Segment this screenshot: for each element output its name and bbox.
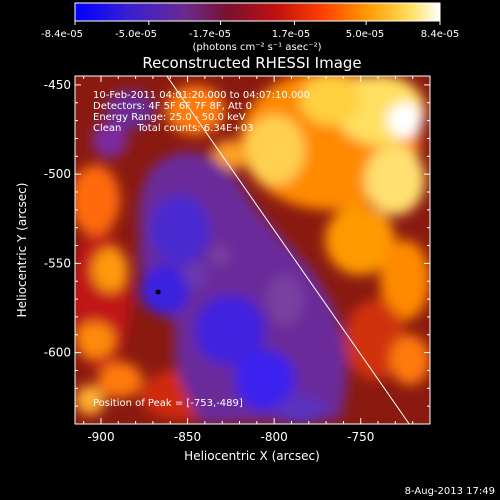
x-tick-labels: -900 -850 -800 -750 bbox=[87, 430, 374, 444]
colorbar-tick-label: 5.0e-05 bbox=[346, 29, 384, 40]
solar-limb-line bbox=[166, 76, 410, 424]
plot-frame bbox=[74, 75, 431, 425]
colorbar-gradient bbox=[74, 2, 441, 22]
info-line-detectors: Detectors: 4F 5F 6F 7F 8F, Att 0 bbox=[93, 101, 252, 112]
colorbar-ticks bbox=[74, 21, 441, 25]
y-axis-label: Heliocentric Y (arcsec) bbox=[15, 183, 29, 318]
peak-position-label: Position of Peak = [-753,-489] bbox=[93, 398, 243, 409]
y-tick-label: -550 bbox=[44, 256, 71, 270]
colorbar-units: (photons cm⁻² s⁻¹ asec⁻²) bbox=[192, 42, 321, 53]
footer-date: 8-Aug-2013 17:49 bbox=[405, 486, 495, 497]
colorbar-tick-label: 1.7e-05 bbox=[272, 29, 310, 40]
x-axis-label: Heliocentric X (arcsec) bbox=[184, 449, 320, 463]
x-tick-label: -850 bbox=[174, 430, 201, 444]
colorbar-tick-label: -5.0e-05 bbox=[115, 29, 157, 40]
colorbar-tick-label: 8.4e-05 bbox=[421, 29, 459, 40]
colorbar-tick-label: -1.7e-05 bbox=[189, 29, 231, 40]
y-tick-label: -450 bbox=[44, 78, 71, 92]
x-tick-label: -750 bbox=[347, 430, 374, 444]
info-line-time: 10-Feb-2011 04:01:20.000 to 04:07:10.000 bbox=[93, 90, 310, 101]
x-tick-label: -800 bbox=[261, 430, 288, 444]
y-tick-label: -600 bbox=[44, 346, 71, 360]
info-line-energy: Energy Range: 25.0 - 50.0 keV bbox=[93, 112, 246, 123]
axis-ticks bbox=[75, 76, 431, 425]
y-tick-labels: -450 -500 -550 -600 bbox=[44, 78, 71, 360]
image-map bbox=[75, 76, 430, 424]
colorbar: -8.4e-05 -5.0e-05 -1.7e-05 1.7e-05 5.0e-… bbox=[41, 2, 459, 53]
peak-marker bbox=[155, 289, 161, 295]
y-tick-label: -500 bbox=[44, 167, 71, 181]
plot-title: Reconstructed RHESSI Image bbox=[142, 54, 361, 72]
info-line-counts: Clean Total counts: 6.34E+03 bbox=[93, 123, 253, 134]
x-tick-label: -900 bbox=[87, 430, 114, 444]
colorbar-tick-label: -8.4e-05 bbox=[41, 29, 83, 40]
